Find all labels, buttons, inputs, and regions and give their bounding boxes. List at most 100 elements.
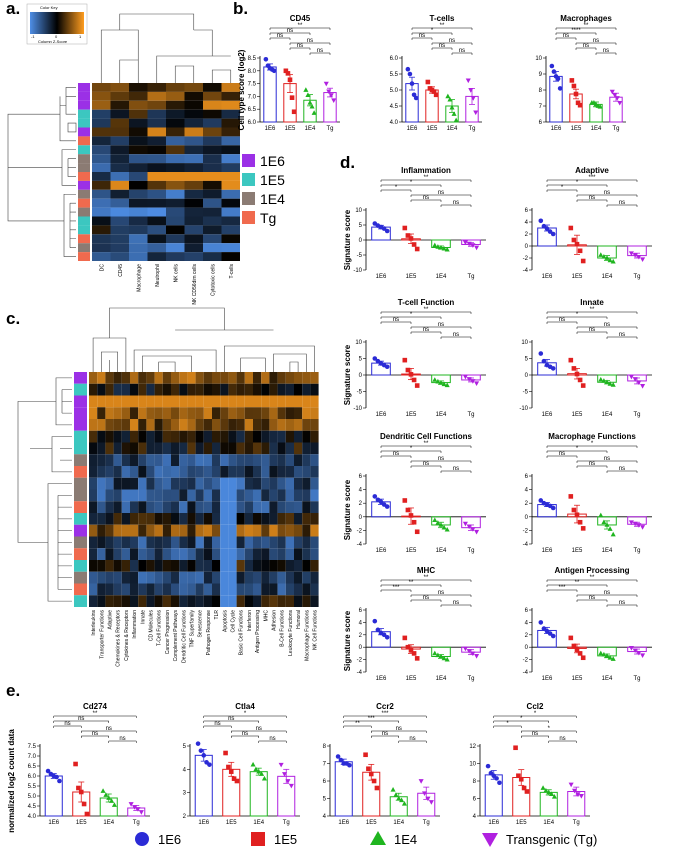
- heatmap-cell: [221, 207, 240, 217]
- heatmap-column-label: DC: [99, 264, 105, 272]
- heatmap-cell: [285, 583, 294, 596]
- color-key-tick: 0: [55, 34, 58, 39]
- y-tick-label: 4: [525, 220, 529, 226]
- data-point: [466, 524, 472, 530]
- heatmap-cell: [285, 513, 294, 525]
- heatmap-cell: [269, 442, 278, 455]
- data-point: [449, 104, 455, 110]
- heatmap-cell: [184, 252, 203, 261]
- heatmap-cell: [253, 489, 262, 502]
- heatmap-cell: [89, 501, 98, 513]
- significance-bracket: [606, 204, 638, 207]
- y-tick-label: 0: [359, 373, 363, 379]
- data-point: [598, 512, 604, 518]
- data-point: [547, 631, 553, 636]
- data-point: [366, 766, 371, 772]
- x-tick-label: 1E6: [376, 676, 387, 682]
- data-point: [195, 741, 201, 746]
- significance-bracket: [410, 331, 442, 334]
- heatmap-cell: [184, 118, 203, 128]
- row-group-bar: [78, 136, 90, 146]
- y-tick-label: -10: [353, 268, 362, 274]
- significance-bracket: [410, 194, 472, 197]
- heatmap-cell: [310, 583, 319, 596]
- heatmap-cell: [221, 234, 240, 244]
- heatmap-cell: [261, 560, 270, 572]
- y-axis-label: Signature score: [343, 209, 352, 270]
- heatmap-cell: [166, 172, 185, 181]
- heatmap-cell: [294, 501, 303, 513]
- heatmap-cell: [97, 477, 106, 490]
- x-tick-label: 1E4: [436, 676, 447, 682]
- data-point: [601, 651, 607, 657]
- heatmap-cell: [187, 454, 196, 466]
- heatmap-cell: [89, 477, 98, 490]
- heatmap-cell: [310, 548, 319, 560]
- heatmap-cell: [294, 383, 303, 396]
- y-tick-label: 10: [355, 208, 362, 214]
- data-point: [610, 531, 616, 537]
- significance-label: ***: [392, 585, 400, 591]
- heatmap-cell: [228, 548, 237, 560]
- heatmap-cell: [203, 207, 222, 217]
- heatmap-cell: [310, 442, 319, 455]
- row-group-bar: [74, 524, 87, 537]
- data-point: [610, 382, 616, 387]
- data-point: [601, 254, 607, 259]
- significance-bracket: [380, 316, 442, 319]
- heatmap-cell: [285, 477, 294, 490]
- data-point: [372, 618, 378, 624]
- heatmap-cell: [253, 595, 262, 607]
- heatmap-cell: [171, 548, 180, 560]
- significance-label: ns: [439, 43, 445, 49]
- data-point: [568, 782, 574, 788]
- y-tick-label: 4.5: [28, 804, 37, 810]
- significance-bracket: [269, 32, 311, 35]
- data-point: [474, 654, 480, 659]
- heatmap-cell: [138, 548, 147, 560]
- data-point: [307, 100, 313, 105]
- heatmap-cell: [179, 524, 188, 537]
- x-tick-label: 1E4: [436, 412, 447, 418]
- y-tick-label: 4.0: [390, 120, 399, 126]
- heatmap-cell: [195, 477, 204, 490]
- data-point: [441, 524, 447, 530]
- x-tick-label: Tg: [633, 412, 640, 418]
- heatmap-cell: [212, 430, 221, 443]
- heatmap-cell: [154, 548, 163, 560]
- heatmap-cell: [220, 501, 229, 513]
- heatmap-cell: [138, 442, 147, 455]
- heatmap-cell: [253, 372, 262, 384]
- significance-bracket: [371, 735, 399, 738]
- heatmap-cell: [89, 548, 98, 560]
- x-tick-label: 1E5: [406, 548, 417, 554]
- data-point: [518, 776, 524, 782]
- heatmap-cell: [147, 145, 166, 155]
- heatmap-cell: [129, 83, 148, 92]
- legend-marker: [370, 831, 386, 845]
- heatmap-cell: [302, 595, 311, 607]
- heatmap-cell: [166, 216, 185, 226]
- heatmap-cell: [147, 198, 166, 208]
- heatmap-cell: [146, 407, 155, 419]
- heatmap-cell: [147, 127, 166, 137]
- row-group-bar: [74, 501, 87, 513]
- heatmap-cell: [154, 536, 163, 549]
- heatmap-cell: [105, 466, 114, 478]
- heatmap-cell: [203, 419, 212, 431]
- data-point: [540, 785, 546, 790]
- heatmap-cell: [310, 513, 319, 525]
- heatmap-cell: [105, 501, 114, 513]
- y-tick-label: 0: [525, 244, 529, 250]
- heatmap-cell: [212, 395, 221, 408]
- heatmap-cell: [138, 501, 147, 513]
- legend-label: 1E4: [260, 191, 285, 207]
- heatmap-cell: [121, 395, 130, 408]
- heatmap-cell: [184, 136, 203, 146]
- heatmap-cell: [179, 560, 188, 572]
- heatmap-cell: [277, 560, 286, 572]
- y-tick-label: 0: [359, 238, 363, 244]
- heatmap-cell: [203, 513, 212, 525]
- heatmap-column-label: Cancer Progression: [165, 610, 171, 654]
- row-group-bar: [74, 571, 87, 584]
